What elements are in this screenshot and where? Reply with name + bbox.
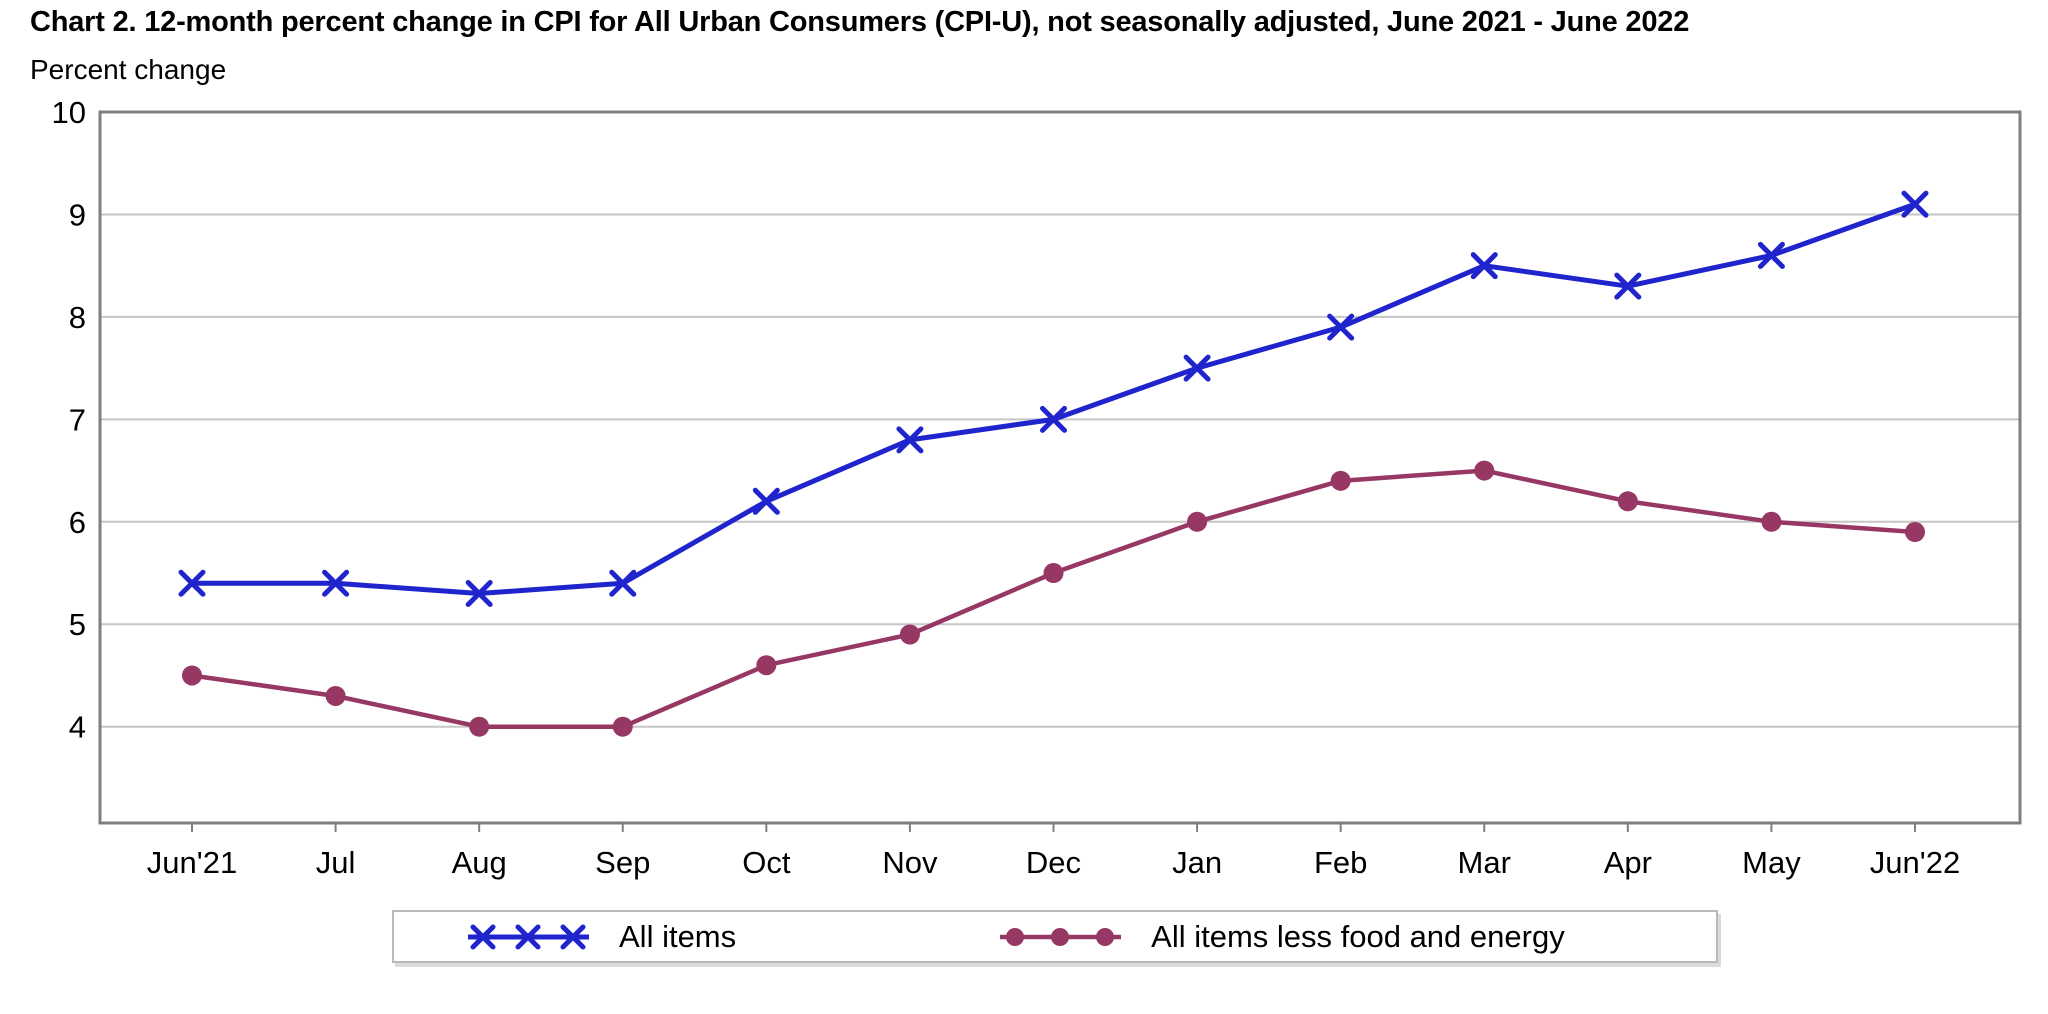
x-marker-icon: [896, 426, 924, 454]
dot-marker-icon: [1006, 927, 1025, 946]
dot-marker-icon: [1330, 470, 1351, 491]
legend-item-all-items: All items: [466, 919, 736, 955]
x-axis-tick-label: Jan: [1172, 845, 1222, 880]
y-axis-caption: Percent change: [30, 54, 227, 85]
y-axis-tick-label: 10: [52, 95, 86, 130]
x-marker-icon: [465, 580, 493, 608]
dot-marker-icon: [1761, 511, 1782, 532]
dot-marker-icon: [182, 665, 202, 686]
plot-border: [98, 110, 2022, 825]
legend-label-all-items: All items: [619, 918, 737, 954]
x-axis-tick-label: Mar: [1458, 845, 1511, 880]
x-axis-tick-label: Jun'22: [1870, 845, 1960, 880]
series-line-all-items-less-food-and-energy: [189, 468, 1918, 729]
x-marker-icon: [1757, 241, 1785, 269]
x-marker-icon: [178, 569, 206, 597]
dot-marker-icon: [1187, 511, 1208, 532]
x-marker-icon: [1470, 252, 1498, 280]
y-axis-tick-label: 7: [69, 402, 86, 437]
dot-marker-icon: [1051, 927, 1070, 946]
x-marker-icon: [1614, 272, 1642, 300]
x-marker-icon: [1183, 354, 1211, 382]
dot-marker-icon: [1474, 460, 1495, 481]
x-marker-icon: [752, 487, 780, 515]
all-items-line-marker-icon: [468, 924, 589, 949]
x-marker-icon: [515, 924, 541, 949]
y-axis-tick-label: 9: [69, 197, 86, 232]
y-axis-tick-label: 4: [69, 710, 86, 745]
x-axis-tick-label: Jun'21: [147, 845, 237, 880]
x-marker-icon: [1327, 313, 1355, 341]
dot-marker-icon: [469, 716, 490, 737]
x-marker-icon: [609, 569, 637, 597]
y-axis-tick-label: 8: [69, 300, 86, 335]
x-marker-icon: [1901, 190, 1929, 218]
legend-item-core: All items less food and energy: [998, 919, 1565, 955]
dot-marker-icon: [756, 655, 777, 676]
y-axis-tick-label: 5: [69, 607, 86, 642]
x-marker-icon: [560, 924, 586, 949]
x-marker-icon: [322, 569, 350, 597]
dot-marker-icon: [1043, 563, 1064, 584]
dot-marker-icon: [899, 624, 920, 645]
dot-marker-icon: [1905, 522, 1925, 543]
x-axis-tick-label: Apr: [1604, 845, 1652, 880]
dot-marker-icon: [325, 685, 346, 706]
chart-title: Chart 2. 12-month percent change in CPI …: [30, 6, 1690, 38]
x-axis-tick-label: Feb: [1314, 845, 1367, 880]
x-axis-tick-label: Aug: [452, 845, 507, 880]
core-line-marker-icon: [1000, 927, 1122, 946]
chart-legend: All items All items less food and energy: [392, 910, 1718, 963]
dot-marker-icon: [612, 716, 633, 737]
dot-marker-icon: [1617, 491, 1638, 512]
x-axis-tick-label: May: [1742, 845, 1801, 880]
dot-marker-icon: [1096, 927, 1115, 946]
x-axis-tick-label: Nov: [882, 845, 938, 880]
x-marker-icon: [1040, 405, 1067, 433]
legend-label-core: All items less food and energy: [1151, 918, 1565, 954]
x-axis-tick-label: Sep: [595, 845, 650, 880]
x-marker-icon: [470, 924, 496, 949]
x-axis-tick-label: Oct: [742, 845, 791, 880]
x-axis-tick-label: Dec: [1026, 845, 1081, 880]
y-axis-tick-label: 6: [69, 505, 86, 540]
series-line-all-items: [189, 201, 1918, 597]
x-axis-tick-label: Jul: [316, 845, 356, 880]
